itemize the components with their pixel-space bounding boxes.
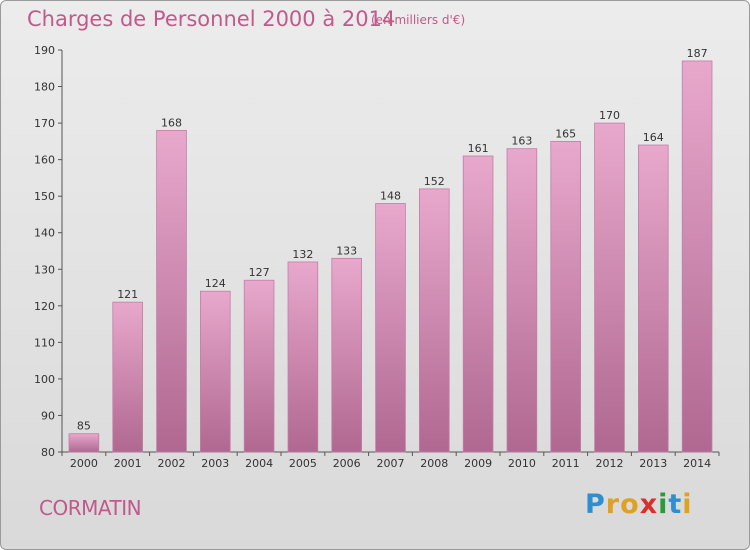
- bar-value-label: 168: [161, 116, 182, 129]
- bar-value-label: 165: [555, 127, 576, 140]
- x-tick-label: 2004: [245, 457, 273, 470]
- bar-value-label: 132: [292, 248, 313, 261]
- x-tick-label: 2000: [70, 457, 98, 470]
- bar-value-label: 152: [424, 175, 445, 188]
- logo-letter: i: [658, 489, 669, 520]
- bar: [594, 122, 625, 453]
- x-tick-label: 2013: [639, 457, 667, 470]
- bar: [200, 290, 231, 453]
- y-tick-label: 100: [34, 373, 55, 386]
- y-tick-label: 180: [34, 81, 55, 94]
- chart-subtitle: (en milliers d'€): [371, 13, 466, 27]
- x-tick-label: 2014: [683, 457, 711, 470]
- bar-value-label: 164: [643, 131, 664, 144]
- y-tick-label: 150: [34, 190, 55, 203]
- y-tick-label: 120: [34, 300, 55, 313]
- bar-value-label: 124: [205, 277, 226, 290]
- proxiti-logo: Proxiti: [585, 489, 693, 520]
- y-tick-label: 190: [34, 44, 55, 57]
- bar: [462, 155, 494, 453]
- bar-value-label: 163: [511, 135, 532, 148]
- bar: [156, 129, 187, 453]
- bar: [550, 140, 581, 453]
- x-tick-label: 2003: [201, 457, 229, 470]
- logo-letter: x: [639, 489, 659, 520]
- y-tick-label: 80: [41, 446, 55, 459]
- x-tick-label: 2012: [596, 457, 624, 470]
- x-tick-label: 2006: [333, 457, 361, 470]
- bar: [506, 148, 538, 453]
- bar-value-label: 85: [77, 420, 91, 433]
- logo-letter: P: [585, 489, 606, 520]
- bar: [243, 279, 275, 453]
- bar-value-label: 170: [599, 109, 620, 122]
- logo-letter: t: [668, 489, 683, 520]
- bar-value-label: 133: [336, 244, 357, 257]
- logo-letter: r: [605, 489, 621, 520]
- bar: [419, 188, 450, 453]
- bar: [681, 60, 713, 453]
- bar-value-label: 148: [380, 189, 401, 202]
- y-tick-label: 90: [41, 409, 55, 422]
- bar: [287, 261, 319, 453]
- bar-value-label: 161: [468, 142, 489, 155]
- x-tick-label: 2008: [420, 457, 448, 470]
- y-tick-label: 160: [34, 154, 55, 167]
- town-name: CORMATIN: [39, 496, 142, 520]
- bar-value-label: 187: [687, 47, 708, 60]
- x-tick-label: 2002: [158, 457, 186, 470]
- bar: [638, 144, 669, 453]
- y-tick-label: 140: [34, 227, 55, 240]
- bar: [112, 301, 143, 453]
- x-tick-label: 2011: [552, 457, 580, 470]
- x-tick-label: 2005: [289, 457, 317, 470]
- bar: [331, 257, 362, 453]
- y-tick-label: 110: [34, 336, 55, 349]
- y-tick-label: 170: [34, 117, 55, 130]
- x-tick-label: 2007: [377, 457, 405, 470]
- logo-letter: o: [620, 489, 640, 520]
- bar: [68, 433, 100, 453]
- bar: [375, 203, 406, 453]
- y-tick-label: 130: [34, 263, 55, 276]
- x-tick-label: 2009: [464, 457, 492, 470]
- x-tick-label: 2001: [114, 457, 142, 470]
- bar-value-label: 127: [249, 266, 270, 279]
- chart-title: Charges de Personnel 2000 à 2014: [27, 7, 396, 31]
- logo-letter: i: [682, 489, 693, 520]
- bar-value-label: 121: [117, 288, 138, 301]
- x-tick-label: 2010: [508, 457, 536, 470]
